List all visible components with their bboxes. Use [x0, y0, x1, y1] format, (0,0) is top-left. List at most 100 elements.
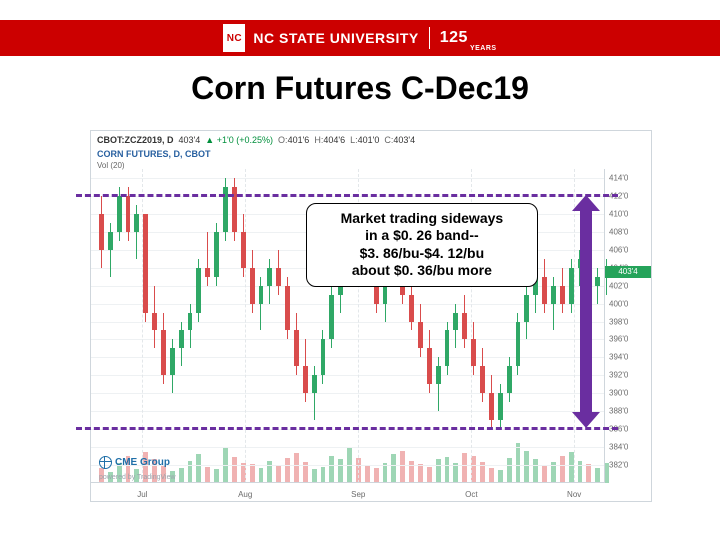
volume-bar — [294, 453, 299, 483]
grid-line-h — [91, 411, 605, 412]
callout-line: about $0. 36/bu more — [317, 262, 527, 280]
header-divider — [429, 27, 430, 49]
chart-y-axis: 414'0412'0410'0408'0406'0404'0402'0400'0… — [604, 169, 651, 483]
grid-line-h — [91, 447, 605, 448]
volume-bar — [595, 468, 600, 483]
candle-body — [126, 196, 131, 232]
chart-high: 404'6 — [323, 135, 345, 145]
y-tick-label: 392'0 — [609, 371, 628, 380]
candle-body — [294, 330, 299, 366]
candle-body — [143, 214, 148, 313]
arrow-shaft — [580, 209, 592, 414]
lower-band-line — [76, 427, 618, 430]
y-tick-label: 382'0 — [609, 461, 628, 470]
candle-body — [117, 196, 122, 232]
candle-body — [205, 268, 210, 277]
anniversary-years: YEARS — [470, 45, 497, 56]
volume-bar — [560, 456, 565, 484]
volume-bar — [338, 459, 343, 483]
candle-body — [99, 214, 104, 250]
last-price-marker: 403'4 — [605, 266, 651, 278]
x-tick-label: Sep — [351, 490, 365, 499]
y-tick-label: 398'0 — [609, 317, 628, 326]
volume-bar — [569, 452, 574, 483]
candle-body — [250, 268, 255, 304]
candle-body — [108, 232, 113, 250]
candle-body — [161, 330, 166, 375]
volume-bar — [196, 454, 201, 483]
volume-bar — [516, 443, 521, 483]
volume-bar — [276, 466, 281, 484]
grid-line-v — [245, 169, 246, 483]
candle-body — [462, 313, 467, 340]
volume-bar — [400, 451, 405, 484]
y-tick-label: 394'0 — [609, 353, 628, 362]
volume-bar — [462, 453, 467, 483]
candle-body — [507, 366, 512, 393]
volume-bar — [329, 456, 334, 484]
candle-body — [259, 286, 264, 304]
candle-body — [285, 286, 290, 331]
candle-body — [152, 313, 157, 331]
globe-icon — [99, 456, 112, 469]
volume-bar — [312, 469, 317, 483]
chart-header-line: CBOT:ZCZ2019, D 403'4 ▲ +1'0 (+0.25%) O:… — [97, 135, 415, 145]
grid-line-h — [91, 322, 605, 323]
volume-bar — [285, 458, 290, 483]
candle-body — [551, 286, 556, 304]
candle-body — [196, 268, 201, 313]
chart-low: 401'0 — [358, 135, 380, 145]
volume-bar — [365, 465, 370, 483]
chart-last: 403'4 — [179, 135, 201, 145]
volume-bar — [436, 459, 441, 483]
volume-bar — [188, 461, 193, 484]
candle-body — [312, 375, 317, 393]
volume-bar — [214, 469, 219, 484]
x-tick-label: Jul — [137, 490, 147, 499]
chart-change-pct: (+0.25%) — [236, 135, 273, 145]
cme-logo: CME Group — [99, 456, 170, 469]
volume-bar — [533, 459, 538, 483]
candle-body — [134, 214, 139, 232]
x-tick-label: Oct — [465, 490, 477, 499]
range-arrow — [570, 195, 602, 428]
grid-line-h — [91, 375, 605, 376]
chart-high-label: H: — [314, 135, 323, 145]
powered-by-text: powered by TradingView — [99, 474, 176, 481]
candle-body — [445, 330, 450, 366]
y-tick-label: 410'0 — [609, 209, 628, 218]
y-tick-label: 390'0 — [609, 389, 628, 398]
chart-change: +1'0 — [217, 135, 234, 145]
price-chart: CBOT:ZCZ2019, D 403'4 ▲ +1'0 (+0.25%) O:… — [90, 130, 652, 502]
volume-bar — [374, 468, 379, 483]
upper-band-line — [76, 194, 618, 197]
grid-line-h — [91, 357, 605, 358]
y-tick-label: 396'0 — [609, 335, 628, 344]
chart-symbol: CBOT:ZCZ2019, D — [97, 135, 174, 145]
volume-bar — [179, 468, 184, 483]
candle-body — [427, 348, 432, 384]
university-logo: NC — [223, 24, 245, 52]
candle-body — [453, 313, 458, 331]
chart-subtitle: CORN FUTURES, D, CBOT — [97, 149, 211, 159]
grid-line-h — [91, 339, 605, 340]
volume-bar — [259, 468, 264, 483]
candle-body — [179, 330, 184, 348]
candle-wick — [207, 232, 208, 286]
page-title: Corn Futures C-Dec19 — [0, 70, 720, 107]
chart-open-label: O: — [278, 135, 288, 145]
y-tick-label: 414'0 — [609, 173, 628, 182]
candle-body — [471, 339, 476, 366]
volume-bar — [391, 454, 396, 483]
y-tick-label: 400'0 — [609, 299, 628, 308]
chart-close: 403'4 — [393, 135, 415, 145]
candle-body — [418, 322, 423, 349]
candle-body — [560, 286, 565, 304]
candle-body — [241, 232, 246, 268]
volume-bar — [586, 464, 591, 483]
annotation-callout: Market trading sidewaysin a $0. 26 band-… — [306, 203, 538, 287]
candle-body — [409, 295, 414, 322]
callout-line: Market trading sideways — [317, 210, 527, 228]
y-tick-label: 408'0 — [609, 227, 628, 236]
volume-bar — [489, 468, 494, 483]
